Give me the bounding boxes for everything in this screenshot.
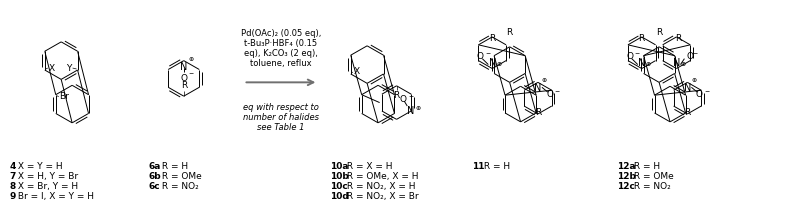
Text: R = OMe, X = H: R = OMe, X = H: [344, 172, 419, 181]
Text: Br: Br: [58, 92, 69, 101]
Text: O: O: [180, 74, 187, 83]
Text: 10b: 10b: [330, 172, 349, 181]
Text: R: R: [393, 91, 400, 100]
Text: X = Y = H: X = Y = H: [14, 162, 62, 171]
Text: N: N: [638, 58, 646, 68]
Text: Pd(OAc)₂ (0.05 eq),: Pd(OAc)₂ (0.05 eq),: [241, 29, 321, 38]
Text: Br = I, X = Y = H: Br = I, X = Y = H: [14, 192, 94, 201]
Text: O: O: [546, 90, 553, 99]
Text: N: N: [489, 58, 496, 68]
Text: 12c: 12c: [618, 182, 635, 191]
Text: R: R: [684, 108, 690, 117]
Text: R = H: R = H: [481, 162, 510, 171]
Text: 7: 7: [10, 172, 16, 181]
Text: 10d: 10d: [330, 192, 349, 201]
Text: ⊕: ⊕: [691, 78, 697, 83]
Text: 9: 9: [10, 192, 16, 201]
Text: −: −: [692, 50, 698, 55]
Text: ⊕: ⊕: [189, 57, 194, 62]
Text: Y: Y: [66, 63, 71, 73]
Text: t-Bu₃P·HBF₄ (0.15: t-Bu₃P·HBF₄ (0.15: [244, 39, 317, 48]
Text: R: R: [535, 108, 541, 117]
Text: R = NO₂, X = H: R = NO₂, X = H: [344, 182, 416, 191]
Text: R: R: [489, 34, 495, 43]
Text: N: N: [407, 106, 414, 116]
Text: R = OMe: R = OMe: [631, 172, 674, 181]
Text: toluene, reflux: toluene, reflux: [250, 59, 312, 68]
Text: ⊕: ⊕: [680, 62, 686, 67]
Text: eq with respect to: eq with respect to: [243, 103, 319, 112]
Text: X = H, Y = Br: X = H, Y = Br: [14, 172, 78, 181]
Text: N: N: [534, 83, 541, 93]
Text: N: N: [684, 83, 691, 93]
Text: 6b: 6b: [149, 172, 162, 181]
Text: ⊕: ⊕: [497, 62, 501, 67]
Text: N: N: [180, 62, 187, 72]
Text: R = NO₂, X = Br: R = NO₂, X = Br: [344, 192, 419, 201]
Text: R: R: [675, 34, 682, 43]
Text: 6a: 6a: [149, 162, 161, 171]
Text: R = OMe: R = OMe: [159, 172, 201, 181]
Text: X: X: [354, 68, 360, 77]
Text: X = Br, Y = H: X = Br, Y = H: [14, 182, 78, 191]
Text: O: O: [477, 52, 484, 61]
Text: −: −: [555, 89, 560, 94]
Text: −: −: [634, 50, 640, 55]
Text: ⊕: ⊕: [542, 78, 547, 83]
Text: −: −: [485, 50, 490, 55]
Text: O: O: [696, 90, 702, 99]
Text: R: R: [181, 81, 187, 90]
Text: 12b: 12b: [618, 172, 636, 181]
Text: see Table 1: see Table 1: [257, 123, 304, 132]
Text: N: N: [673, 58, 680, 68]
Text: eq), K₂CO₃ (2 eq),: eq), K₂CO₃ (2 eq),: [244, 49, 318, 58]
Text: R = NO₂: R = NO₂: [631, 182, 670, 191]
Text: 10c: 10c: [330, 182, 348, 191]
Text: R = H: R = H: [631, 162, 660, 171]
Text: 11: 11: [472, 162, 485, 171]
Text: −: −: [189, 70, 194, 75]
Text: 8: 8: [10, 182, 15, 191]
Text: R = NO₂: R = NO₂: [159, 182, 199, 191]
Text: ⊕: ⊕: [646, 62, 651, 67]
Text: 6c: 6c: [149, 182, 160, 191]
Text: R = H: R = H: [159, 162, 187, 171]
Text: 12a: 12a: [618, 162, 636, 171]
Text: R: R: [506, 28, 513, 37]
Text: R: R: [638, 34, 645, 43]
Text: R = X = H: R = X = H: [344, 162, 392, 171]
Text: ⊕: ⊕: [415, 106, 421, 111]
Text: 4: 4: [10, 162, 16, 171]
Text: number of halides: number of halides: [243, 113, 319, 122]
Text: R: R: [656, 28, 662, 37]
Text: O: O: [686, 52, 694, 61]
Text: −: −: [704, 89, 710, 94]
Text: O: O: [400, 95, 407, 104]
Text: O: O: [626, 52, 634, 61]
Text: X: X: [49, 63, 55, 73]
Text: −: −: [409, 94, 413, 99]
Text: 10a: 10a: [330, 162, 348, 171]
